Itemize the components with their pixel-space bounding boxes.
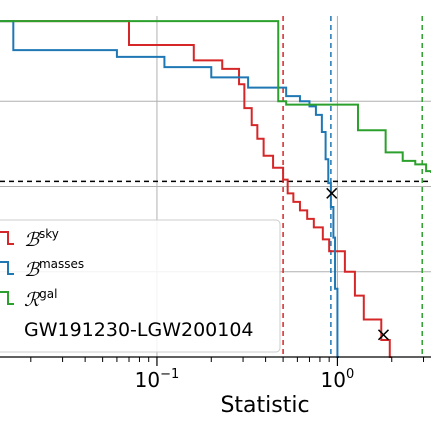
curve-sky (0, 20, 392, 358)
step-curves (0, 20, 431, 358)
legend: ℬsky ℬmasses ℛgal GW191230-LGW200104 (0, 219, 281, 353)
x-tick-label-0: 10−1 (135, 367, 180, 392)
x-tick-exp-0: −1 (160, 367, 179, 382)
legend-annotation: GW191230-LGW200104 (24, 319, 254, 341)
x-axis-label: Statistic (220, 393, 309, 418)
legend-handle-gal (0, 291, 14, 305)
legend-label-gal: gal (39, 287, 57, 301)
legend-handle-sky (0, 231, 14, 245)
legend-box (0, 219, 281, 353)
legend-entry-gal: ℛgal (0, 287, 57, 311)
cross-markers (326, 187, 390, 341)
legend-entry-masses: ℬmasses (0, 257, 84, 281)
legend-symbol-gal: ℛ (24, 289, 41, 311)
curve-masses (0, 20, 339, 358)
vertical-markers (282, 16, 423, 357)
x-tick-exp-1: 0 (346, 367, 354, 382)
cross-masses (326, 187, 338, 199)
x-tick-base-0: 10 (135, 368, 160, 392)
svg-text:ℬmasses: ℬmasses (24, 257, 84, 281)
svg-text:ℬsky: ℬsky (24, 227, 59, 251)
legend-label-sky: sky (39, 227, 59, 241)
x-ticks: 10−1 100 (30, 357, 425, 392)
svg-text:ℛgal: ℛgal (24, 287, 57, 311)
cross-sky (377, 329, 390, 341)
legend-handle-masses (0, 261, 14, 275)
x-tick-label-1: 100 (321, 367, 355, 392)
legend-symbol-masses: ℬ (24, 259, 41, 281)
x-tick-base-1: 10 (321, 368, 346, 392)
curve-gal (0, 20, 431, 173)
legend-symbol-sky: ℬ (24, 229, 41, 251)
legend-entry-sky: ℬsky (0, 227, 59, 251)
legend-label-masses: masses (39, 257, 84, 271)
